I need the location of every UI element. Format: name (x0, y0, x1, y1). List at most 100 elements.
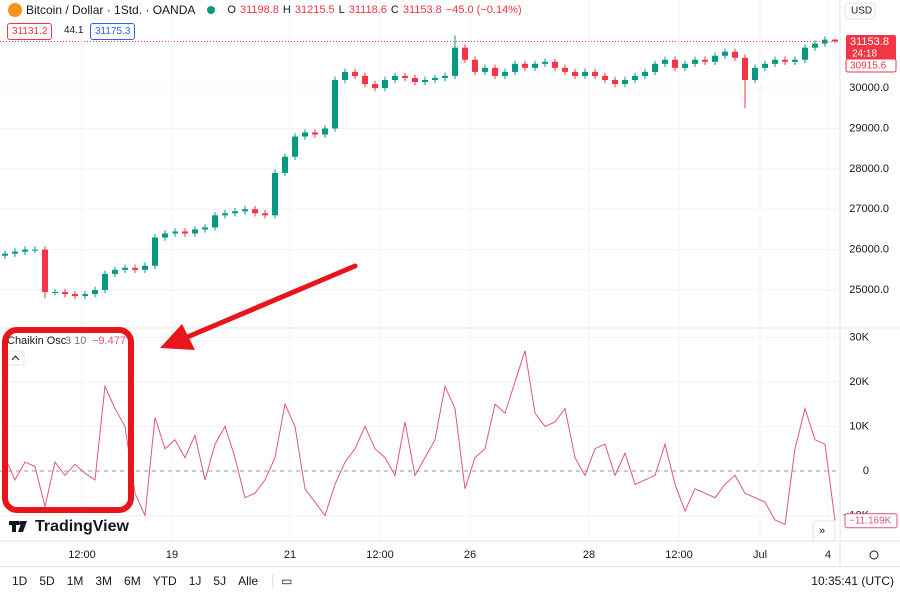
candle-body (432, 77, 438, 80)
candle-body (832, 39, 838, 42)
range-button[interactable]: 1D (12, 573, 28, 588)
y-tick-label: 30K (849, 331, 869, 343)
scroll-button[interactable] (812, 520, 836, 542)
logo-dot (19, 521, 23, 525)
candle-body (452, 47, 458, 76)
candle-body (522, 63, 528, 68)
range-button[interactable]: YTD (152, 573, 177, 588)
oscillator-line (4, 350, 836, 526)
x-tick-label: 12:00 (366, 549, 394, 561)
candle-body (652, 63, 658, 72)
y-tick-label: 0 (863, 465, 869, 477)
candle-body (542, 61, 548, 64)
candle-body (392, 75, 398, 80)
last-value-box (844, 513, 898, 529)
candle-body (552, 61, 558, 68)
logo-mark (9, 521, 27, 532)
x-tick-label: 28 (583, 549, 595, 561)
candle-body (512, 63, 518, 72)
candle-body (472, 59, 478, 72)
bid-button[interactable]: 31131.2 (7, 23, 53, 40)
candle-body (742, 57, 748, 80)
highlight-box (2, 327, 134, 513)
y-tick-label: 29000.0 (849, 122, 889, 134)
currency[interactable]: USD (851, 6, 872, 17)
candle-body (672, 59, 678, 68)
range-button[interactable]: 1J (188, 573, 202, 588)
ohlc-value: 31198.8 (239, 4, 279, 16)
candle-body (192, 229, 198, 234)
candle-body (592, 71, 598, 76)
candle-body (292, 136, 298, 157)
candle-body (22, 249, 28, 252)
candle-body (252, 209, 258, 214)
candle-body (282, 156, 288, 173)
scroll-icon[interactable]: » (819, 525, 825, 537)
range-button[interactable]: 3M (95, 573, 113, 588)
candle-body (642, 71, 648, 76)
ohlc-key: O (227, 4, 236, 16)
candle-body (242, 209, 248, 212)
candle-body (272, 172, 278, 216)
candle-body (562, 67, 568, 72)
candle-body (12, 251, 18, 254)
other-price-box (845, 58, 897, 73)
candle-body (122, 267, 128, 270)
ohlc-value: 31215.5 (294, 4, 335, 16)
countdown: 24:18 (852, 49, 877, 60)
candle-body (422, 79, 428, 82)
candle-body (322, 128, 328, 135)
x-tick-label: 21 (284, 549, 296, 561)
candle-body (402, 75, 408, 78)
candle-body (112, 269, 118, 274)
ohlc-key: C (390, 4, 399, 16)
candle-body (812, 43, 818, 48)
candle-body (352, 71, 358, 76)
legend: Bitcoin / Dollar · 1Std. · OANDA O 31198.… (8, 3, 522, 17)
range-group: 1D 5D 1M 3M 6M YTD 1J 5J Alle (0, 574, 264, 588)
y-tick-label: 26000.0 (849, 244, 889, 256)
candle-body (222, 213, 228, 216)
candle-body (502, 71, 508, 76)
candle-body (702, 59, 708, 62)
candle-body (312, 132, 318, 135)
layer: 25000.0 26000.0 27000.0 28000.0 29000.0 30000… (0, 0, 898, 561)
last-value-label: −11.169K (849, 515, 892, 526)
range-button[interactable]: Alle (238, 573, 259, 588)
candle-body (52, 292, 58, 294)
collapse-icon[interactable] (11, 355, 20, 361)
range-button[interactable]: 5D (39, 573, 55, 588)
candle-body (442, 75, 448, 78)
last-price: 31153.8 (850, 36, 889, 48)
candle-body (82, 294, 88, 297)
y-tick-label: 25000.0 (849, 284, 889, 296)
range-button[interactable]: 5J (213, 573, 227, 588)
arrow-head (160, 324, 195, 350)
candle-body (302, 132, 308, 137)
candle-body (732, 51, 738, 58)
collapse-button[interactable] (6, 350, 25, 366)
candle-body (662, 59, 668, 64)
range-button[interactable]: 6M (124, 573, 141, 588)
candle-body (782, 59, 788, 62)
change: −45.0 (−0.14%) (445, 4, 522, 16)
market-status (207, 6, 216, 14)
ohlc-key: H (282, 4, 291, 16)
candle-body (612, 79, 618, 85)
candle-body (142, 265, 148, 270)
candle-body (62, 292, 68, 295)
candle-body (262, 213, 268, 216)
candle-body (162, 233, 168, 238)
candle-body (622, 79, 628, 85)
settings-icon[interactable] (869, 550, 879, 560)
candle-body (382, 79, 388, 89)
spread: 44.1 (64, 25, 84, 36)
ask-button[interactable]: 31175.3 (90, 23, 136, 40)
date-range-icon[interactable]: ▭ (272, 573, 292, 588)
candle-body (792, 59, 798, 62)
y-tick-label: 27000.0 (849, 203, 889, 215)
range-button[interactable]: 1M (66, 573, 84, 588)
currency-box[interactable] (844, 2, 876, 20)
bottom-toolbar: 1D 5D 1M 3M 6M YTD 1J 5J Alle ▭ 10:35:41 (UTC) (0, 566, 900, 594)
